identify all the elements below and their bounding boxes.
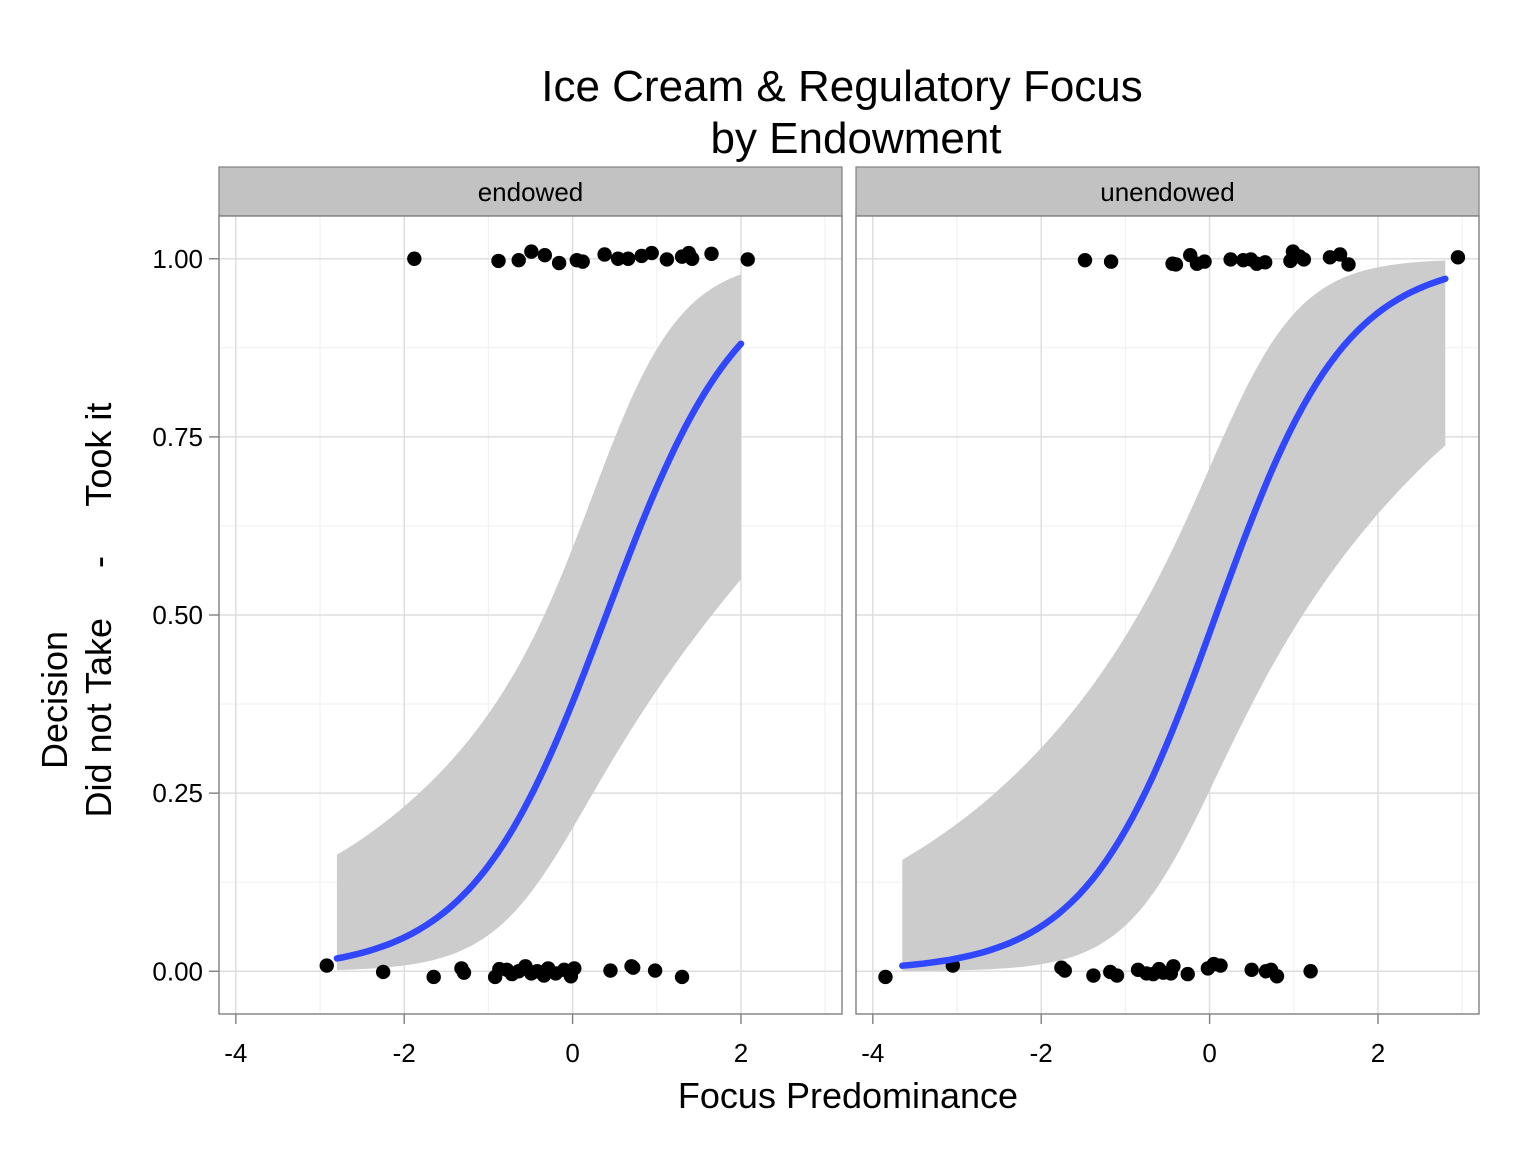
y-tick-label: 0.75	[152, 422, 203, 452]
data-point	[375, 964, 391, 980]
y-tick-label: 1.00	[152, 244, 203, 274]
data-point	[575, 254, 590, 269]
data-point	[1166, 959, 1181, 974]
data-point	[1086, 968, 1101, 983]
y-axis-title: Decision Did not Take - Took it	[34, 403, 119, 818]
data-point	[319, 958, 334, 973]
y-axis-title-line-2: Did not Take - Took it	[78, 403, 119, 818]
logistic-fit-line	[333, 340, 745, 962]
x-axis-unendowed: -4 -2 0 2	[861, 1014, 1385, 1068]
data-point	[603, 963, 618, 978]
data-point	[674, 969, 690, 985]
x-tick-label: 2	[734, 1038, 748, 1068]
x-tick-label: 0	[1202, 1038, 1216, 1068]
data-point	[456, 965, 472, 980]
y-axis: 0.00 0.25 0.50 0.75 1.00	[152, 244, 219, 986]
y-tick-label: 0.50	[152, 600, 203, 630]
data-points	[319, 244, 755, 985]
data-point	[626, 960, 641, 975]
data-point	[1269, 969, 1285, 984]
x-axis-endowed: -4 -2 0 2	[224, 1014, 748, 1068]
data-point	[511, 252, 526, 268]
x-tick-label: -2	[1030, 1038, 1053, 1068]
data-point	[537, 247, 553, 263]
data-point	[620, 251, 636, 266]
chart-title: Ice Cream & Regulatory Focus by Endowmen…	[541, 62, 1143, 163]
data-point	[1296, 252, 1312, 267]
data-point	[1197, 254, 1212, 269]
data-point	[659, 252, 675, 267]
confidence-ribbon	[902, 260, 1446, 971]
strip-label: unendowed	[1100, 177, 1234, 207]
data-point	[644, 245, 659, 261]
data-point	[1450, 250, 1466, 265]
grid-lines	[219, 216, 842, 1014]
data-point	[878, 969, 893, 985]
data-point	[1303, 964, 1318, 979]
facet-panel-endowed: endowed -4 -2 0 2	[218, 166, 843, 1068]
data-point	[1332, 247, 1348, 262]
y-axis-title-line-1: Decision	[34, 631, 75, 769]
chart-title-line-1: Ice Cream & Regulatory Focus	[541, 62, 1143, 111]
strip-background	[855, 166, 1480, 217]
data-point	[1057, 963, 1072, 978]
data-point	[704, 246, 719, 261]
data-points	[878, 244, 1466, 985]
strip-label: endowed	[478, 177, 584, 207]
data-point	[1341, 257, 1356, 272]
data-point	[426, 969, 441, 985]
data-point	[740, 252, 755, 267]
facet-panel-unendowed: unendowed -4 -2 0 2	[855, 166, 1480, 1068]
data-point	[567, 961, 582, 976]
logistic-fit-line	[899, 275, 1449, 969]
y-tick-label: 0.25	[152, 778, 203, 808]
facet-panels: endowed -4 -2 0 2 unendowed -4 -2 0 2	[218, 166, 1480, 1068]
x-tick-label: -4	[224, 1038, 247, 1068]
data-point	[610, 251, 626, 266]
confidence-ribbon	[336, 274, 741, 970]
strip-background	[218, 166, 843, 217]
data-point	[407, 251, 422, 266]
data-point	[684, 251, 700, 266]
data-point	[491, 253, 506, 269]
data-point	[1077, 252, 1093, 268]
data-point	[1257, 255, 1273, 270]
panel-border	[855, 215, 1480, 1015]
x-axis-title: Focus Predominance	[678, 1075, 1018, 1116]
data-point	[551, 255, 567, 271]
x-tick-label: -4	[861, 1038, 884, 1068]
data-point	[647, 963, 663, 978]
data-point	[524, 244, 539, 259]
data-point	[1168, 257, 1184, 272]
data-point	[1244, 962, 1259, 978]
data-point	[1103, 254, 1119, 269]
x-tick-label: 0	[565, 1038, 579, 1068]
data-point	[1223, 252, 1238, 267]
x-tick-label: -2	[393, 1038, 416, 1068]
y-tick-label: 0.00	[152, 956, 203, 986]
data-point	[597, 247, 612, 262]
x-tick-label: 2	[1371, 1038, 1385, 1068]
data-point	[1109, 968, 1125, 983]
chart-title-line-2: by Endowment	[710, 114, 1001, 163]
data-point	[1213, 958, 1228, 973]
data-point	[1180, 966, 1195, 982]
